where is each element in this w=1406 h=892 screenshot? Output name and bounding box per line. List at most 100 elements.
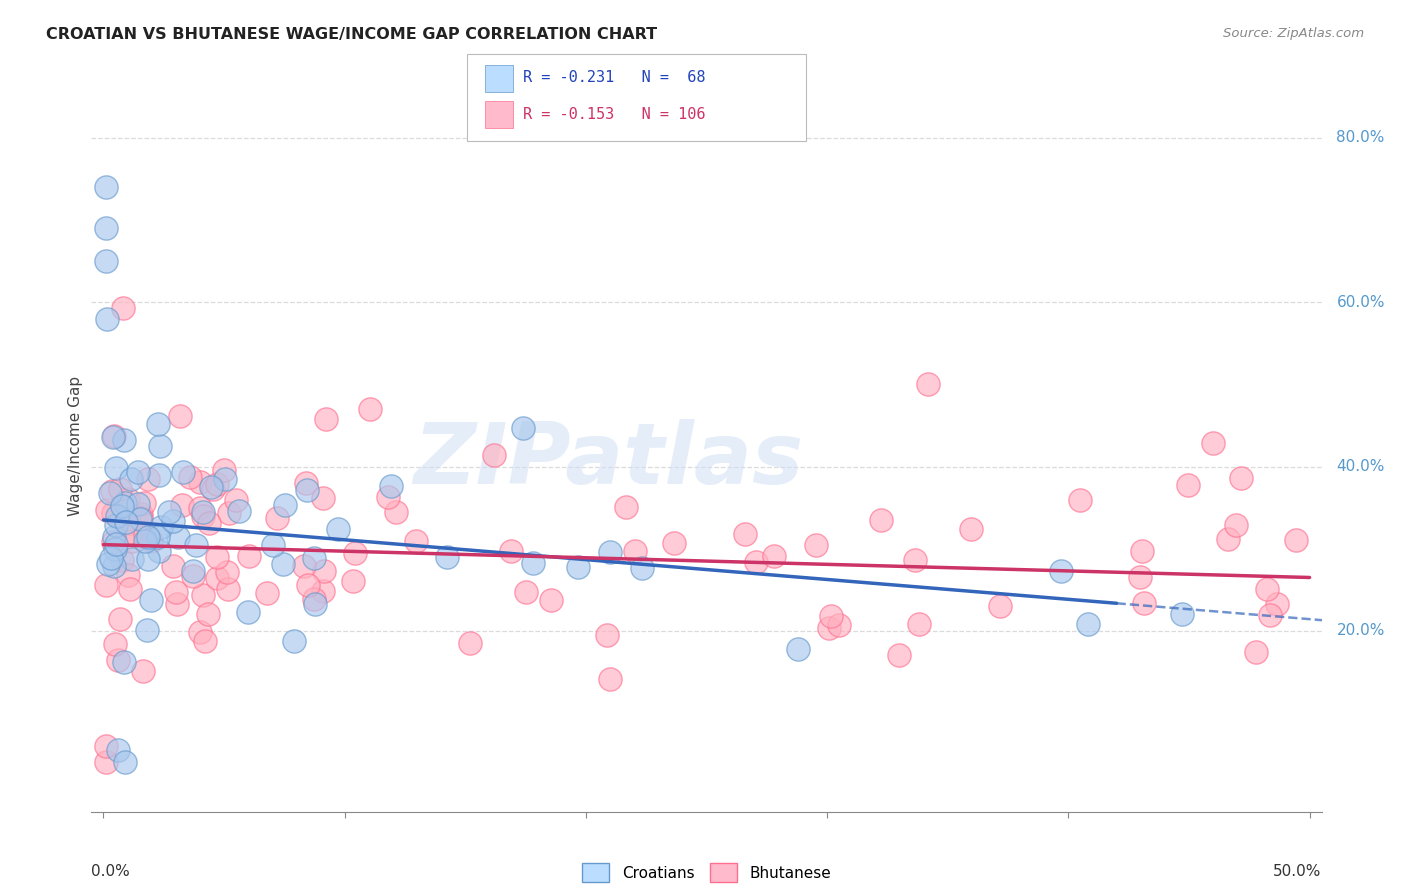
Point xyxy=(148,417,170,432)
Point xyxy=(344,546,367,560)
Point xyxy=(377,490,399,504)
Point xyxy=(103,429,125,443)
Point xyxy=(315,411,337,425)
Text: 60.0%: 60.0% xyxy=(1336,294,1385,310)
Point xyxy=(522,556,544,570)
Point xyxy=(94,221,117,235)
Point xyxy=(205,477,228,491)
Point xyxy=(1069,492,1091,507)
Point xyxy=(1177,478,1199,492)
Point xyxy=(820,608,842,623)
Point xyxy=(107,743,129,757)
Point xyxy=(104,536,127,550)
Point xyxy=(131,511,153,525)
Point xyxy=(162,515,184,529)
Legend: Croatians, Bhutanese: Croatians, Bhutanese xyxy=(576,857,837,888)
Point xyxy=(540,592,562,607)
Point xyxy=(166,530,188,544)
Point xyxy=(139,533,162,548)
Y-axis label: Wage/Income Gap: Wage/Income Gap xyxy=(67,376,83,516)
Point xyxy=(110,482,132,496)
Point xyxy=(118,582,141,596)
Point xyxy=(120,524,142,539)
Point xyxy=(302,551,325,566)
Point xyxy=(136,472,159,486)
Point xyxy=(129,512,152,526)
Point xyxy=(194,634,217,648)
Point xyxy=(295,483,318,498)
Point xyxy=(101,430,124,444)
Text: 0.0%: 0.0% xyxy=(91,864,131,880)
Point xyxy=(165,584,187,599)
Point xyxy=(197,516,219,530)
Point xyxy=(146,530,169,544)
Point xyxy=(567,559,589,574)
Point xyxy=(112,301,135,315)
Point xyxy=(271,557,294,571)
Text: CROATIAN VS BHUTANESE WAGE/INCOME GAP CORRELATION CHART: CROATIAN VS BHUTANESE WAGE/INCOME GAP CO… xyxy=(46,27,658,42)
Point xyxy=(149,520,172,534)
Point xyxy=(98,486,121,500)
Point xyxy=(917,377,939,392)
Point xyxy=(662,536,685,550)
Point xyxy=(458,636,481,650)
Point xyxy=(148,468,170,483)
Point xyxy=(121,551,143,566)
Point xyxy=(121,534,143,549)
Point xyxy=(787,641,810,656)
Point xyxy=(101,484,124,499)
Point xyxy=(870,513,893,527)
Point xyxy=(96,557,118,571)
Point xyxy=(183,569,205,583)
Point xyxy=(111,552,134,566)
Point xyxy=(314,564,336,578)
Point xyxy=(1230,471,1253,485)
Point xyxy=(745,555,768,569)
Point xyxy=(107,653,129,667)
Point xyxy=(1265,597,1288,611)
Point xyxy=(127,497,149,511)
Point xyxy=(1225,518,1247,533)
Point xyxy=(132,496,155,510)
Point xyxy=(499,544,522,558)
Point xyxy=(904,553,927,567)
Point xyxy=(186,538,208,552)
Point xyxy=(266,510,288,524)
Point xyxy=(148,544,170,558)
Point xyxy=(105,509,128,524)
Point xyxy=(297,578,319,592)
Text: R = -0.153   N = 106: R = -0.153 N = 106 xyxy=(523,107,706,121)
Point xyxy=(734,526,756,541)
Point xyxy=(101,506,124,520)
Point xyxy=(166,598,188,612)
Point xyxy=(312,583,335,598)
Point xyxy=(988,599,1011,613)
Point xyxy=(96,311,118,326)
Point xyxy=(1258,607,1281,622)
Point xyxy=(149,439,172,453)
Point xyxy=(599,672,621,686)
Point xyxy=(114,496,136,510)
Point xyxy=(380,479,402,493)
Point xyxy=(94,180,117,194)
Text: ZIPatlas: ZIPatlas xyxy=(413,419,803,502)
Point xyxy=(134,527,156,541)
Point xyxy=(179,470,201,484)
Point xyxy=(129,507,152,521)
Point xyxy=(100,551,122,566)
Point xyxy=(599,545,621,559)
Point xyxy=(120,472,142,486)
Point xyxy=(136,530,159,544)
Point xyxy=(1130,544,1153,558)
Point xyxy=(1216,532,1239,546)
Point xyxy=(828,618,851,632)
Point xyxy=(215,565,238,579)
Point xyxy=(191,505,214,519)
Text: 80.0%: 80.0% xyxy=(1336,130,1385,145)
Point xyxy=(162,558,184,573)
Point xyxy=(1171,607,1194,621)
Point xyxy=(405,533,427,548)
Point xyxy=(193,588,215,602)
Point xyxy=(200,480,222,494)
Point xyxy=(342,574,364,588)
